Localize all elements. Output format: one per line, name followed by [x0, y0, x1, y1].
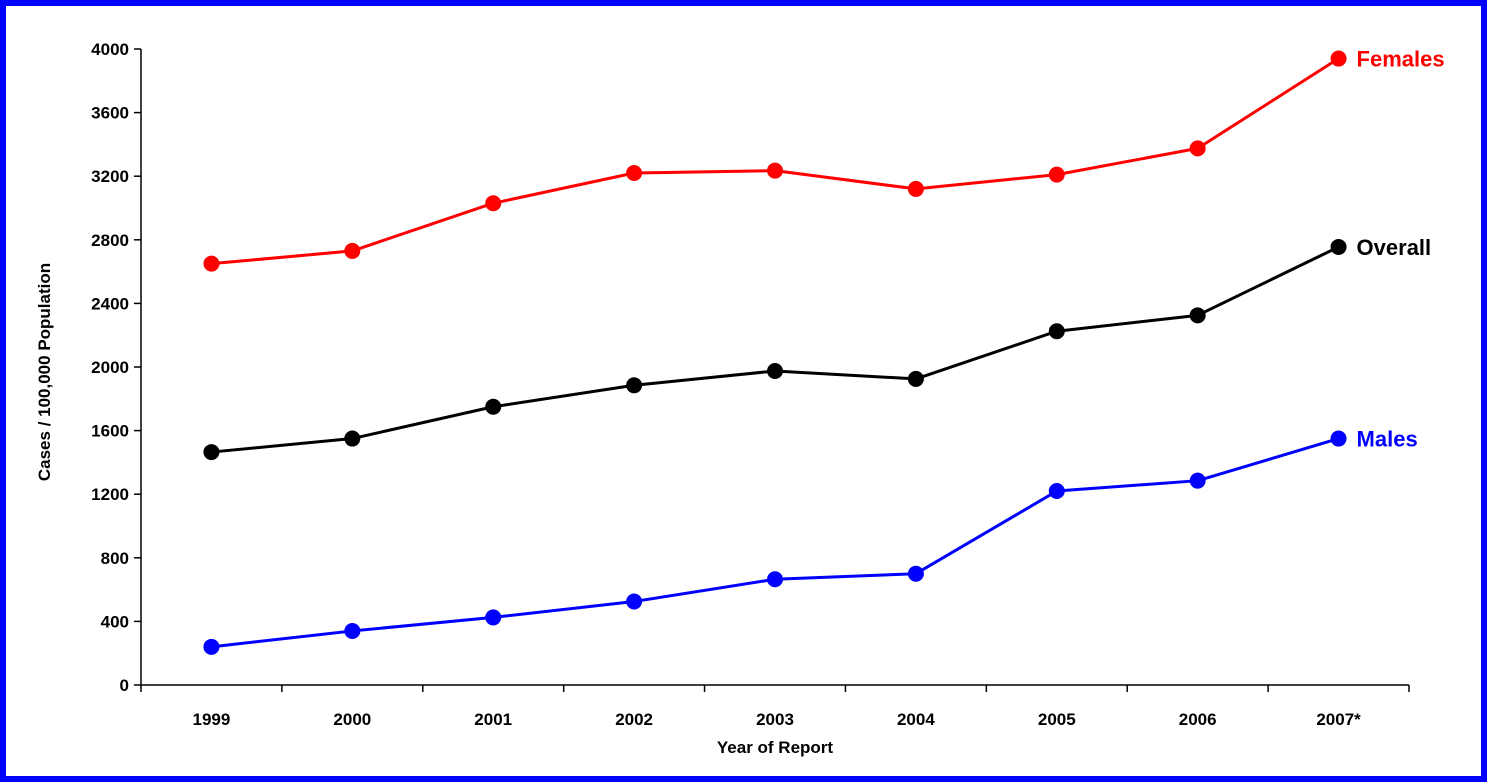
data-point-males — [1330, 430, 1347, 447]
x-tick-label: 2006 — [1179, 710, 1217, 729]
series-line-females — [211, 57, 1340, 266]
y-tick-label: 1600 — [91, 422, 129, 441]
x-tick-label: 2002 — [615, 710, 653, 729]
x-tick-label: 1999 — [193, 710, 231, 729]
data-point-females — [485, 195, 502, 212]
data-point-females — [1189, 140, 1206, 157]
data-point-females — [1048, 166, 1065, 183]
series-overall: Overall — [203, 235, 1432, 461]
y-tick-label: 800 — [101, 549, 129, 568]
data-point-females — [767, 162, 783, 179]
series-label-females: Females — [1357, 47, 1445, 72]
series-females: Females — [203, 47, 1445, 272]
series-line-overall — [211, 245, 1340, 454]
data-point-females — [344, 242, 361, 259]
y-tick-label: 2000 — [91, 358, 129, 377]
series-line-males — [211, 437, 1339, 649]
y-tick-label: 400 — [101, 612, 129, 631]
y-tick-label: 2800 — [91, 231, 129, 250]
data-point-males — [344, 622, 361, 639]
y-tick-label: 4000 — [91, 40, 129, 59]
y-tick-label: 3200 — [91, 167, 129, 186]
data-point-overall — [344, 430, 361, 447]
data-point-males — [1189, 472, 1206, 489]
data-point-overall — [626, 377, 643, 394]
data-point-overall — [1048, 323, 1065, 340]
series-label-overall: Overall — [1357, 235, 1432, 260]
x-tick-label: 2007* — [1316, 710, 1361, 729]
x-tick-label: 2005 — [1038, 710, 1076, 729]
data-point-females — [907, 180, 924, 197]
data-point-overall — [767, 362, 783, 379]
data-point-overall — [1189, 307, 1206, 324]
series-males: Males — [203, 427, 1418, 655]
data-point-males — [203, 638, 220, 655]
series-label-males: Males — [1357, 427, 1418, 452]
y-tick-label: 1200 — [91, 485, 129, 504]
data-point-males — [907, 565, 924, 582]
data-point-females — [626, 165, 643, 182]
y-tick-label: 3600 — [91, 104, 129, 123]
data-point-males — [626, 593, 643, 610]
x-tick-label: 2003 — [756, 710, 794, 729]
data-point-males — [485, 609, 502, 626]
series-layer: Females Overall Males — [203, 47, 1445, 655]
y-axis-title: Cases / 100,000 Population — [35, 263, 54, 481]
data-point-females — [1330, 50, 1347, 67]
data-point-males — [1048, 483, 1065, 500]
y-tick-label: 2400 — [91, 294, 129, 313]
data-point-males — [767, 571, 783, 588]
data-point-overall — [1330, 238, 1347, 255]
x-tick-label: 2001 — [474, 710, 512, 729]
x-axis-ticks: 1999 2000 2001 2002 2003 2004 2005 2006 2007* — [140, 685, 1410, 729]
y-tick-label: 0 — [120, 676, 129, 695]
data-point-overall — [907, 370, 924, 387]
data-point-females — [203, 255, 220, 272]
data-point-overall — [203, 444, 220, 461]
x-tick-label: 2004 — [897, 710, 935, 729]
data-point-overall — [485, 398, 502, 415]
x-tick-label: 2000 — [333, 710, 371, 729]
x-axis-title: Year of Report — [717, 738, 834, 757]
y-axis-ticks: 0 400 800 1200 1600 2000 2400 2800 3200 3600 4000 — [91, 40, 141, 695]
